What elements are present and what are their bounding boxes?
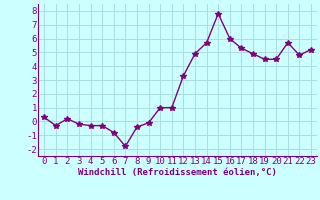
X-axis label: Windchill (Refroidissement éolien,°C): Windchill (Refroidissement éolien,°C) [78, 168, 277, 177]
